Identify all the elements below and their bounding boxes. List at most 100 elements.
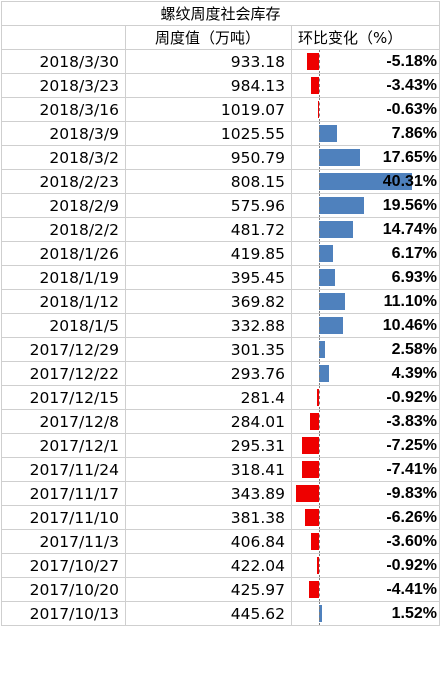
zero-axis-line (319, 482, 320, 505)
table-row: 2017/11/17 343.89 -9.83% (1, 481, 440, 506)
cell-weekly-value: 284.01 (125, 409, 292, 434)
title-row: 螺纹周度社会库存 (0, 1, 440, 26)
change-bar-negative (304, 509, 319, 526)
change-label: 1.52% (391, 605, 438, 622)
cell-change: 10.46% (290, 313, 440, 338)
cell-change: -0.92% (290, 553, 440, 578)
cell-weekly-value: 406.84 (125, 529, 292, 554)
change-bar-positive (319, 269, 335, 286)
cell-date: 2018/1/26 (1, 241, 126, 266)
zero-axis-line (319, 578, 320, 601)
header-row: 周度值（万吨） 环比变化（%） (1, 25, 440, 50)
zero-axis-line (319, 410, 320, 433)
zero-axis-line (319, 530, 320, 553)
table-row: 2018/3/2 950.79 17.65% (1, 145, 440, 170)
change-label: -3.60% (386, 533, 438, 550)
change-label: -0.92% (386, 557, 438, 574)
cell-change: 2.58% (290, 337, 440, 362)
cell-change: -9.83% (290, 481, 440, 506)
cell-weekly-value: 933.18 (125, 49, 292, 74)
change-label: -5.18% (386, 53, 438, 70)
change-label: -6.26% (386, 509, 438, 526)
zero-axis-line (319, 266, 320, 289)
cell-change: -6.26% (290, 505, 440, 530)
zero-axis-line (319, 434, 320, 457)
table-row: 2017/12/29 301.35 2.58% (1, 337, 440, 362)
zero-axis-line (319, 362, 320, 385)
cell-date: 2017/12/29 (1, 337, 126, 362)
table-title: 螺纹周度社会库存 (0, 1, 440, 26)
cell-weekly-value: 950.79 (125, 145, 292, 170)
change-label: 17.65% (382, 149, 438, 166)
change-label: -7.41% (386, 461, 438, 478)
header-change: 环比变化（%） (290, 25, 440, 50)
change-label: -0.92% (386, 389, 438, 406)
table-row: 2018/3/23 984.13 -3.43% (1, 73, 440, 98)
table-row: 2018/2/2 481.72 14.74% (1, 217, 440, 242)
change-bar-negative (307, 53, 319, 70)
cell-weekly-value: 301.35 (125, 337, 292, 362)
change-bar-negative (296, 485, 319, 502)
zero-axis-line (319, 170, 320, 193)
cell-weekly-value: 281.4 (125, 385, 292, 410)
cell-change: 6.93% (290, 265, 440, 290)
zero-axis-line (319, 338, 320, 361)
table-row: 2018/3/16 1019.07 -0.63% (1, 97, 440, 122)
table-row: 2018/1/19 395.45 6.93% (1, 265, 440, 290)
change-bar-negative (302, 437, 319, 454)
change-bar-negative (310, 533, 319, 550)
cell-change: 1.52% (290, 601, 440, 626)
cell-date: 2018/2/9 (1, 193, 126, 218)
cell-date: 2018/1/12 (1, 289, 126, 314)
table-row: 2018/2/9 575.96 19.56% (1, 193, 440, 218)
inventory-table-body: 螺纹周度社会库存 周度值（万吨） 环比变化（%） 2018/3/30 933.18… (0, 1, 440, 626)
change-label: 2.58% (391, 341, 438, 358)
change-label: -7.25% (386, 437, 438, 454)
cell-weekly-value: 481.72 (125, 217, 292, 242)
table-row: 2018/2/23 808.15 40.31% (1, 169, 440, 194)
change-label: 10.46% (382, 317, 438, 334)
table-row: 2017/12/15 281.4 -0.92% (1, 385, 440, 410)
zero-axis-line (319, 74, 320, 97)
change-label: -3.43% (386, 77, 438, 94)
cell-date: 2017/11/24 (1, 457, 126, 482)
change-label: 11.10% (383, 293, 438, 310)
header-date (1, 25, 126, 50)
cell-date: 2017/12/15 (1, 385, 126, 410)
table-row: 2017/11/3 406.84 -3.60% (1, 529, 440, 554)
cell-change: 7.86% (290, 121, 440, 146)
cell-weekly-value: 369.82 (125, 289, 292, 314)
cell-change: 19.56% (290, 193, 440, 218)
cell-weekly-value: 381.38 (125, 505, 292, 530)
zero-axis-line (319, 194, 320, 217)
zero-axis-line (319, 506, 320, 529)
cell-date: 2017/11/17 (1, 481, 126, 506)
table-row: 2017/12/22 293.76 4.39% (1, 361, 440, 386)
change-bar-negative (310, 413, 319, 430)
cell-date: 2017/10/20 (1, 577, 126, 602)
cell-date: 2018/2/2 (1, 217, 126, 242)
zero-axis-line (319, 290, 320, 313)
cell-date: 2017/11/10 (1, 505, 126, 530)
change-bar-positive (319, 605, 323, 622)
change-label: -9.83% (386, 485, 438, 502)
cell-weekly-value: 419.85 (125, 241, 292, 266)
change-bar-positive (319, 365, 330, 382)
change-bar-positive (319, 341, 325, 358)
header-weekly-value: 周度值（万吨） (125, 25, 292, 50)
change-label: -4.41% (386, 581, 438, 598)
change-bar-positive (319, 173, 412, 190)
cell-change: -0.63% (290, 97, 440, 122)
cell-change: 14.74% (290, 217, 440, 242)
cell-change: 6.17% (290, 241, 440, 266)
change-bar-positive (319, 317, 344, 334)
change-label: 7.86% (391, 125, 438, 142)
cell-weekly-value: 575.96 (125, 193, 292, 218)
change-label: 6.93% (391, 269, 438, 286)
cell-weekly-value: 425.97 (125, 577, 292, 602)
table-row: 2018/1/12 369.82 11.10% (1, 289, 440, 314)
zero-axis-line (319, 458, 320, 481)
table-row: 2017/12/8 284.01 -3.83% (1, 409, 440, 434)
cell-date: 2018/3/30 (1, 49, 126, 74)
zero-axis-line (319, 218, 320, 241)
